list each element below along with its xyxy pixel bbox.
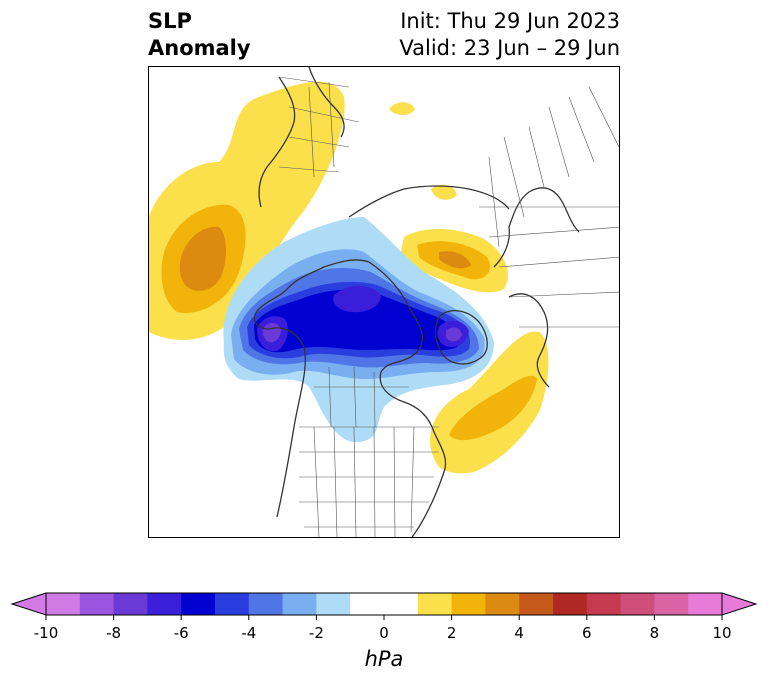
valid-range: Valid: 23 Jun – 29 Jun (399, 36, 620, 60)
colorbar-swatch (519, 593, 554, 615)
negative-anomaly-gulf-of-alaska (257, 316, 288, 352)
colorbar-swatch (113, 593, 148, 615)
colorbar-extend-max (721, 592, 758, 616)
colorbar-tick-label: 6 (582, 624, 592, 642)
map-canvas (149, 67, 619, 537)
colorbar-swatch (688, 593, 723, 615)
colorbar-tick-label: -6 (174, 624, 189, 642)
chart-title: SLP Anomaly (148, 9, 251, 60)
colorbar-swatch (147, 593, 182, 615)
colorbar-swatch (181, 593, 216, 615)
colorbar-swatch (316, 593, 351, 615)
colorbar-tick-label: 2 (447, 624, 457, 642)
colorbar-swatch (46, 593, 81, 615)
colorbar-tick-label: -8 (106, 624, 121, 642)
colorbar-tick-label: 10 (712, 624, 731, 642)
init-date: Init: Thu 29 Jun 2023 (400, 9, 620, 33)
negative-anomaly-beaufort-sea (333, 286, 381, 313)
colorbar-extend-min (10, 592, 47, 616)
colorbar-tick-label: 0 (379, 624, 389, 642)
country-borders (278, 76, 619, 537)
colorbar-tick-label: -2 (309, 624, 324, 642)
colorbar-swatch (248, 593, 284, 615)
colorbar-swatch (586, 593, 622, 615)
colorbar: -10 -8 -6 -4 -2 0 2 4 6 8 10 (10, 592, 758, 642)
positive-anomaly-northwest-atlantic (430, 331, 549, 474)
colorbar-swatch (654, 593, 689, 615)
colorbar-swatch (384, 593, 419, 615)
colorbar-swatch (350, 593, 385, 615)
colorbar-tick-label: 4 (514, 624, 524, 642)
colorbar-tick-label: -10 (34, 624, 59, 642)
colorbar-unit-label: hPa (364, 647, 404, 671)
colorbar-swatch (553, 593, 588, 615)
colorbar-swatch (79, 593, 115, 615)
colorbar-swatch (282, 593, 317, 615)
colorbar-swatch (620, 593, 655, 615)
slp-anomaly-map (148, 66, 620, 538)
colorbar-swatch (417, 593, 453, 615)
positive-anomaly-north-pacific (149, 81, 345, 340)
colorbar-swatch (215, 593, 250, 615)
colorbar-swatch (451, 593, 486, 615)
colorbar-swatch (485, 593, 520, 615)
colorbar-tick-label: 8 (650, 624, 660, 642)
negative-anomaly-barents-kara (437, 320, 469, 347)
colorbar-tick-label: -4 (241, 624, 256, 642)
positive-anomaly-central-siberia (400, 228, 508, 293)
date-info: Init: Thu 29 Jun 2023 Valid: 23 Jun – 29… (399, 8, 620, 62)
positive-anomaly-eastern-siberia (389, 102, 457, 200)
